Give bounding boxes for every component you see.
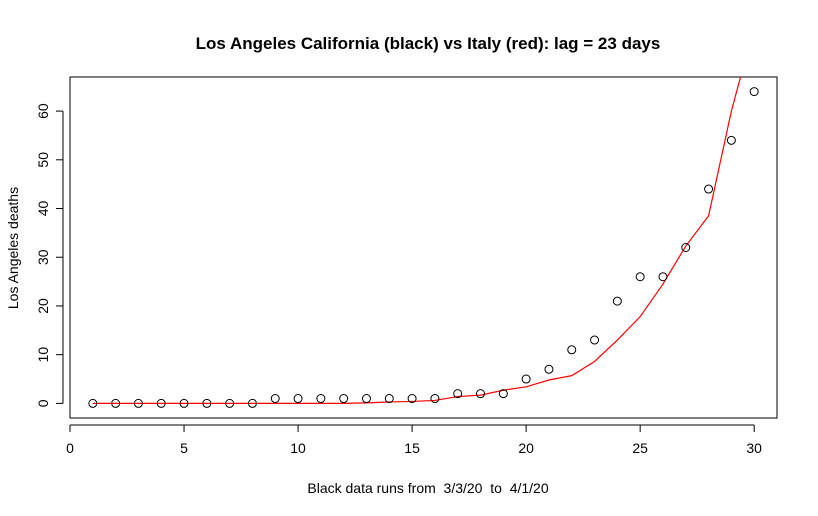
los-angeles-point [316,394,326,404]
italy-series-line [92,77,742,404]
los-angeles-point [247,398,257,408]
los-angeles-point [133,398,143,408]
los-angeles-point [225,398,235,408]
plot-frame [69,76,778,419]
los-angeles-point [407,394,417,404]
y-tick-label: 10 [35,347,51,363]
y-axis: 0 10 20 30 40 50 60 [35,103,64,407]
los-angeles-point [430,394,440,404]
x-tick-label: 5 [180,440,188,456]
los-angeles-point [521,374,531,384]
y-tick-label: 40 [35,201,51,217]
x-tick-label: 30 [746,440,762,456]
x-tick-label: 10 [290,440,306,456]
los-angeles-point [704,184,714,194]
los-angeles-point [361,394,371,404]
x-axis: 0 5 10 15 20 25 30 [66,424,762,456]
los-angeles-point [384,394,394,404]
los-angeles-point [179,398,189,408]
y-tick-label: 50 [35,152,51,168]
los-angeles-point [111,398,121,408]
los-angeles-point [293,394,303,404]
los-angeles-point [156,398,166,408]
x-tick-label: 15 [404,440,420,456]
los-angeles-point [453,389,463,399]
y-axis-label: Los Angeles deaths [5,187,21,309]
y-tick-label: 20 [35,298,51,314]
los-angeles-point [498,389,508,399]
los-angeles-point [590,335,600,345]
los-angeles-point [88,398,98,408]
los-angeles-point [658,272,668,282]
los-angeles-point [681,243,691,252]
los-angeles-point [270,394,280,404]
chart-title: Los Angeles California (black) vs Italy … [196,34,661,53]
los-angeles-point [726,135,736,145]
y-tick-label: 60 [35,103,51,119]
x-tick-label: 20 [518,440,534,456]
x-tick-label: 0 [66,440,74,456]
los-angeles-point [202,398,212,408]
los-angeles-point [612,296,622,306]
los-angeles-point [544,364,554,374]
series-layer [88,77,759,408]
los-angeles-point [749,87,759,97]
y-tick-label: 30 [35,249,51,265]
los-angeles-point [635,272,645,282]
los-angeles-point [476,389,486,399]
los-angeles-point [339,394,349,404]
los-angeles-point [567,345,577,355]
y-tick-label: 0 [35,399,51,407]
x-tick-label: 25 [632,440,648,456]
x-axis-label: Black data runs from 3/3/20 to 4/1/20 [307,480,548,496]
